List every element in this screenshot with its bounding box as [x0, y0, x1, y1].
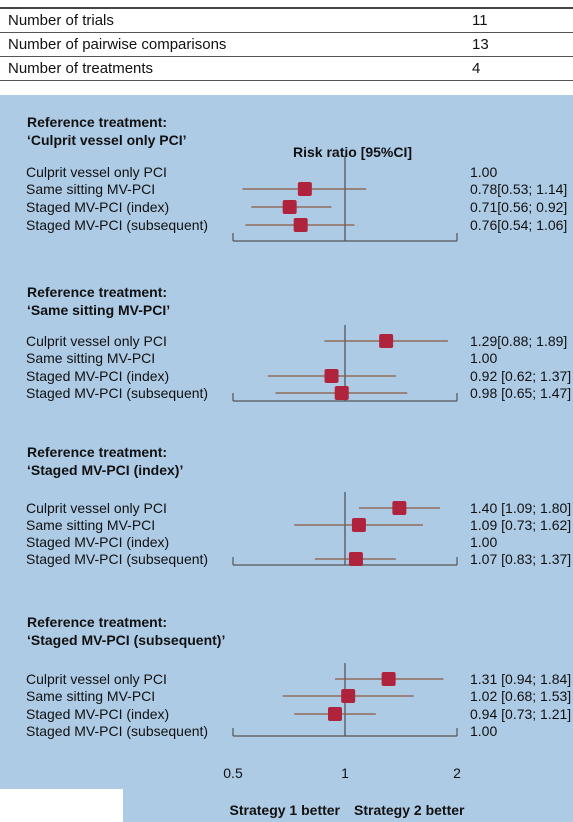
row-label: Staged MV-PCI (index)	[26, 706, 169, 722]
row-label: Staged MV-PCI (subsequent)	[26, 551, 208, 567]
point-estimate	[392, 501, 407, 515]
estimate-text: 0.78[0.53; 1.14]	[470, 181, 567, 197]
row-label: Staged MV-PCI (subsequent)	[26, 385, 208, 401]
summary-row-comparisons: Number of pairwise comparisons 13	[0, 33, 573, 57]
row-label: Same sitting MV-PCI	[26, 517, 155, 533]
panel-reference-name: ‘Culprit vessel only PCI’	[27, 132, 187, 148]
summary-row-trials: Number of trials 11	[0, 9, 573, 33]
estimate-text: 1.00	[470, 164, 497, 180]
estimate-text: 1.40 [1.09; 1.80]	[470, 500, 571, 516]
row-label: Same sitting MV-PCI	[26, 688, 155, 704]
panel-title: Reference treatment:	[27, 284, 167, 300]
point-estimate	[293, 218, 308, 232]
point-estimate	[324, 369, 339, 383]
estimate-text: 1.29[0.88; 1.89]	[470, 333, 567, 349]
panel-reference-name: ‘Staged MV-PCI (subsequent)’	[27, 632, 225, 648]
estimate-text: 1.02 [0.68; 1.53]	[470, 688, 571, 704]
row-label: Culprit vessel only PCI	[26, 164, 167, 180]
x-tick-label: 1	[341, 765, 349, 781]
point-estimate	[381, 672, 396, 686]
row-label: Staged MV-PCI (subsequent)	[26, 723, 208, 739]
estimate-text: 0.92 [0.62; 1.37]	[470, 368, 571, 384]
row-label: Same sitting MV-PCI	[26, 181, 155, 197]
summary-row-treatments: Number of treatments 4	[0, 57, 573, 81]
column-header: Risk ratio [95%CI]	[293, 144, 412, 160]
direction-label-right: Strategy 2 better	[354, 802, 465, 818]
white-corner	[0, 789, 123, 822]
estimate-text: 0.71[0.56; 0.92]	[470, 199, 567, 215]
summary-value: 11	[472, 12, 488, 29]
estimate-text: 0.98 [0.65; 1.47]	[470, 385, 571, 401]
estimate-text: 0.76[0.54; 1.06]	[470, 217, 567, 233]
row-label: Same sitting MV-PCI	[26, 350, 155, 366]
point-estimate	[379, 334, 394, 348]
summary-value: 4	[472, 60, 481, 77]
point-estimate	[351, 518, 366, 532]
panel-title: Reference treatment:	[27, 614, 167, 630]
row-label: Staged MV-PCI (index)	[26, 199, 169, 215]
summary-top-rule	[0, 7, 573, 9]
estimate-text: 1.00	[470, 534, 497, 550]
summary-label: Number of treatments	[8, 60, 154, 77]
estimate-text: 1.09 [0.73; 1.62]	[470, 517, 571, 533]
row-label: Culprit vessel only PCI	[26, 671, 167, 687]
row-label: Culprit vessel only PCI	[26, 500, 167, 516]
summary-label: Number of trials	[8, 12, 114, 29]
panel-reference-name: ‘Staged MV-PCI (index)’	[27, 462, 183, 478]
direction-label-left: Strategy 1 better	[230, 802, 341, 818]
row-label: Staged MV-PCI (index)	[26, 368, 169, 384]
panel-title: Reference treatment:	[27, 114, 167, 130]
row-label: Staged MV-PCI (index)	[26, 534, 169, 550]
point-estimate	[328, 707, 343, 721]
summary-label: Number of pairwise comparisons	[8, 36, 227, 53]
estimate-text: 0.94 [0.73; 1.21]	[470, 706, 571, 722]
panel-title: Reference treatment:	[27, 444, 167, 460]
point-estimate	[348, 552, 363, 566]
point-estimate	[341, 689, 356, 703]
forest-plot-background	[0, 95, 573, 822]
estimate-text: 1.31 [0.94; 1.84]	[470, 671, 571, 687]
panel-reference-name: ‘Same sitting MV-PCI’	[27, 302, 170, 318]
row-label: Staged MV-PCI (subsequent)	[26, 217, 208, 233]
point-estimate	[297, 182, 312, 196]
x-tick-label: 2	[453, 765, 461, 781]
estimate-text: 1.00	[470, 723, 497, 739]
point-estimate	[282, 200, 297, 214]
summary-value: 13	[472, 36, 489, 53]
estimate-text: 1.07 [0.83; 1.37]	[470, 551, 571, 567]
estimate-text: 1.00	[470, 350, 497, 366]
point-estimate	[334, 386, 349, 400]
x-tick-label: 0.5	[223, 765, 243, 781]
row-label: Culprit vessel only PCI	[26, 333, 167, 349]
